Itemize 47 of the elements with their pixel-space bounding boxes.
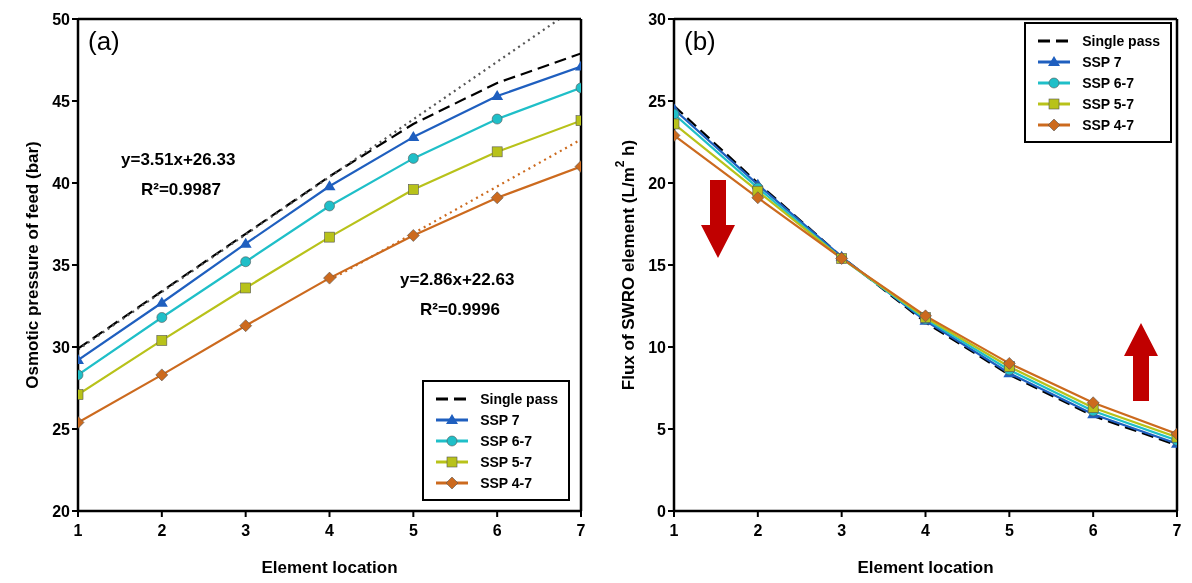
x-axis-title: Element location [261,558,398,577]
x-tick-label: 2 [157,522,167,540]
x-tick-label: 4 [325,522,335,540]
annotation: R²=0.9996 [420,300,500,320]
legend-label: SSP 7 [480,411,520,428]
legend-label: SSP 7 [1082,53,1122,70]
y-tick-label: 50 [52,10,71,28]
y-tick-label: 35 [52,256,71,274]
x-tick-label: 2 [753,522,763,540]
y-tick-label: 20 [648,174,667,192]
legend-label: SSP 6-7 [1082,74,1135,91]
y-tick-label: 45 [52,92,71,110]
x-tick-label: 4 [921,522,931,540]
legend-label: SSP 5-7 [480,453,533,470]
chart-title: (a) [88,26,120,57]
legend-label: SSP 4-7 [480,474,533,491]
annotation: y=2.86x+22.63 [400,270,515,290]
y-axis-title: Osmotic pressure of feed (bar) [23,141,42,389]
x-tick-label: 1 [73,522,83,540]
x-tick-label: 3 [241,522,251,540]
y-tick-label: 30 [648,10,667,28]
x-tick-label: 5 [1004,522,1014,540]
x-tick-label: 3 [837,522,847,540]
x-tick-label: 6 [492,522,502,540]
x-axis-title: Element location [857,558,994,577]
y-tick-label: 5 [657,420,667,438]
y-tick-label: 0 [657,502,667,520]
y-tick-label: 25 [52,420,71,438]
y-tick-label: 25 [648,92,667,110]
annotation: R²=0.9987 [141,180,221,200]
legend-label: Single pass [480,390,558,407]
y-tick-label: 20 [52,502,71,520]
x-tick-label: 7 [1172,522,1182,540]
x-tick-label: 7 [576,522,586,540]
y-tick-label: 15 [648,256,667,274]
y-tick-label: 30 [52,338,71,356]
legend-label: SSP 4-7 [1082,116,1135,133]
legend-label: Single pass [1082,32,1160,49]
legend-label: SSP 6-7 [480,432,533,449]
y-tick-label: 10 [648,338,667,356]
x-tick-label: 5 [408,522,418,540]
legend-label: SSP 5-7 [1082,95,1135,112]
x-tick-label: 1 [669,522,679,540]
y-tick-label: 40 [52,174,71,192]
x-tick-label: 6 [1088,522,1098,540]
chart-title: (b) [684,26,716,57]
annotation: y=3.51x+26.33 [121,150,236,170]
